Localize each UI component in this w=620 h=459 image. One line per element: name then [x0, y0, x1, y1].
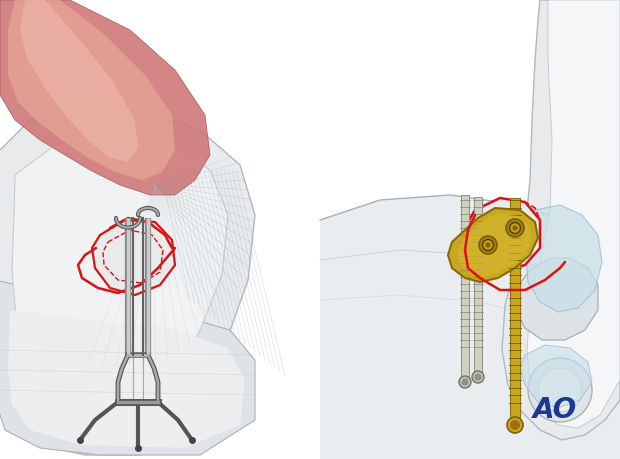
Circle shape	[474, 374, 482, 381]
Bar	[510, 198, 520, 420]
Polygon shape	[8, 0, 175, 180]
Circle shape	[482, 240, 494, 251]
Circle shape	[510, 420, 520, 430]
Circle shape	[485, 242, 490, 247]
Polygon shape	[20, 0, 138, 162]
Circle shape	[472, 371, 484, 383]
Polygon shape	[527, 0, 620, 428]
Polygon shape	[0, 280, 255, 455]
Polygon shape	[457, 213, 532, 276]
Polygon shape	[0, 0, 210, 195]
Polygon shape	[515, 258, 598, 340]
Circle shape	[510, 223, 521, 234]
Polygon shape	[448, 208, 538, 282]
Circle shape	[538, 368, 582, 412]
Polygon shape	[320, 195, 620, 459]
Circle shape	[506, 219, 524, 237]
Polygon shape	[502, 0, 620, 440]
Circle shape	[507, 417, 523, 433]
Circle shape	[528, 358, 592, 422]
Polygon shape	[465, 198, 540, 272]
Polygon shape	[92, 220, 175, 295]
Circle shape	[461, 379, 469, 386]
Polygon shape	[12, 130, 228, 440]
Polygon shape	[0, 105, 255, 455]
Polygon shape	[520, 345, 592, 408]
Text: AO: AO	[533, 396, 577, 424]
Polygon shape	[8, 310, 245, 448]
Bar	[320, 0, 620, 459]
Circle shape	[513, 225, 518, 230]
Bar	[474, 197, 482, 375]
Circle shape	[459, 376, 471, 388]
Bar	[461, 195, 469, 380]
Polygon shape	[526, 205, 602, 312]
Circle shape	[479, 236, 497, 254]
